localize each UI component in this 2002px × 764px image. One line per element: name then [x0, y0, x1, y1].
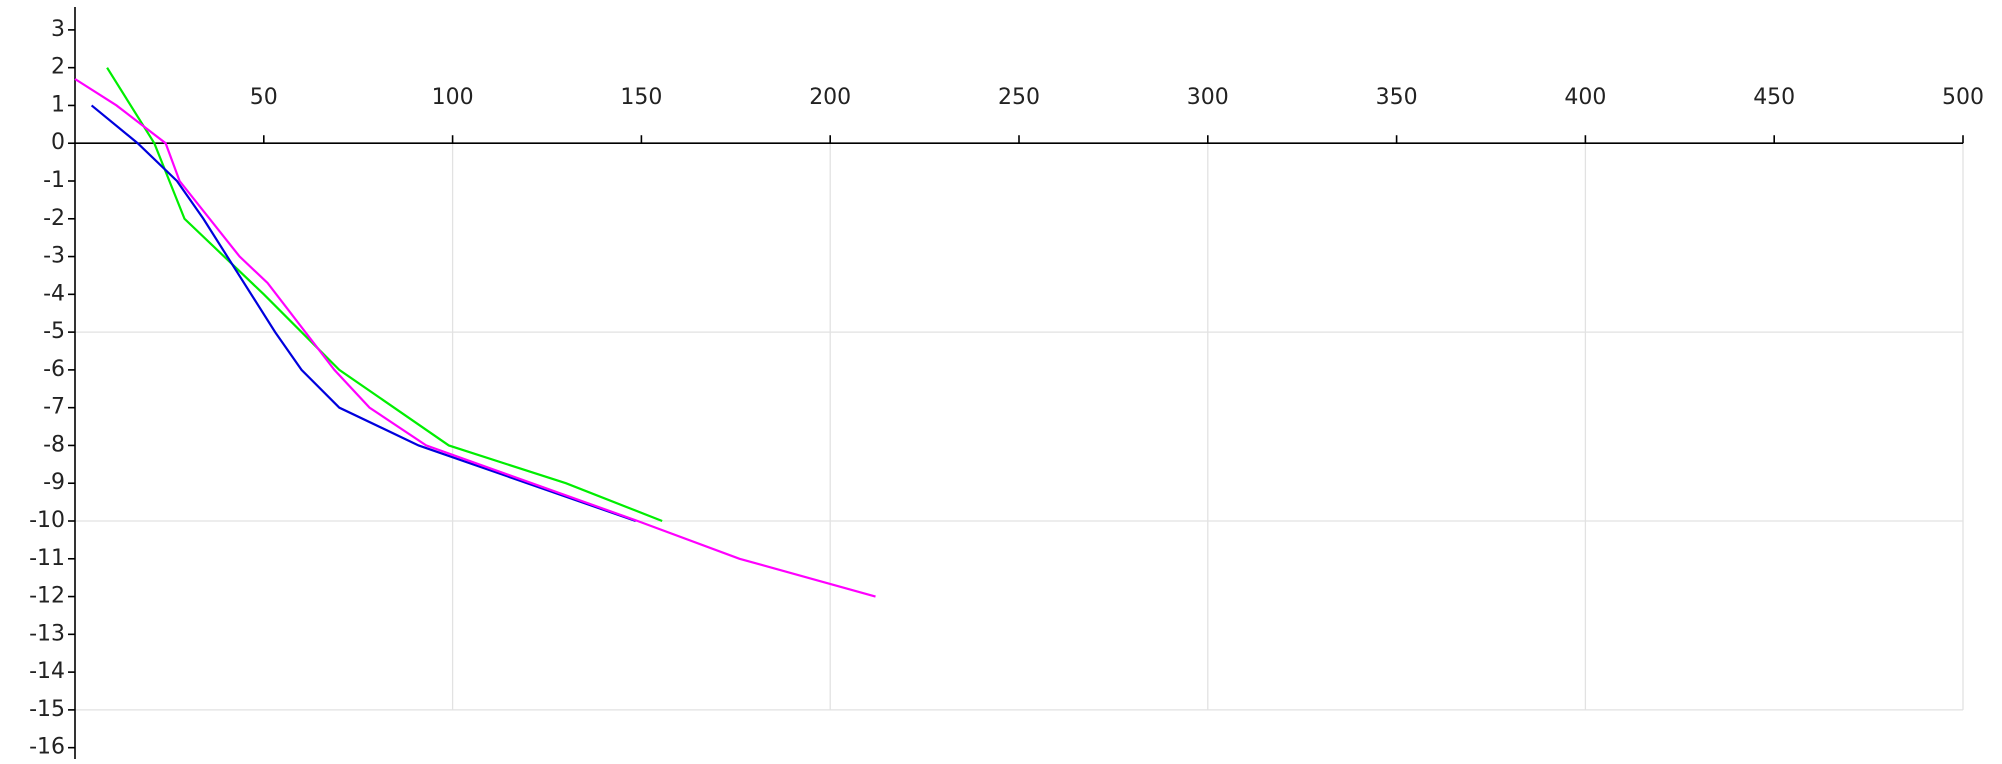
y-tick-label: -16: [29, 735, 65, 760]
y-tick-label: -7: [43, 395, 65, 420]
x-tick-label: 50: [250, 85, 278, 110]
y-tick-label: -14: [29, 659, 65, 684]
x-tick-label: 150: [620, 85, 662, 110]
y-tick-label: -13: [29, 621, 65, 646]
y-tick-label: -6: [43, 357, 65, 382]
y-tick-label: 1: [51, 92, 65, 117]
x-tick-label: 300: [1187, 85, 1229, 110]
y-tick-label: -15: [29, 697, 65, 722]
x-tick-label: 400: [1564, 85, 1606, 110]
y-tick-label: 3: [51, 17, 65, 42]
x-tick-label: 450: [1753, 85, 1795, 110]
y-tick-label: -8: [43, 432, 65, 457]
y-tick-label: -2: [43, 206, 65, 231]
x-tick-label: 350: [1376, 85, 1418, 110]
y-tick-label: -9: [43, 470, 65, 495]
line-series: [90, 104, 637, 523]
y-tick-label: 0: [51, 130, 65, 155]
y-tick-label: 2: [51, 55, 65, 80]
y-tick-label: -12: [29, 584, 65, 609]
line-series: [106, 67, 663, 523]
y-tick-label: -10: [29, 508, 65, 533]
x-tick-label: 100: [432, 85, 474, 110]
x-tick-label: 200: [809, 85, 851, 110]
y-tick-label: -3: [43, 244, 65, 269]
x-tick-label: 250: [998, 85, 1040, 110]
y-tick-label: -11: [29, 546, 65, 571]
line-series: [74, 78, 876, 598]
x-tick-label: 500: [1942, 85, 1984, 110]
y-tick-label: -1: [43, 168, 65, 193]
y-tick-label: -4: [43, 281, 65, 306]
y-tick-label: -5: [43, 319, 65, 344]
